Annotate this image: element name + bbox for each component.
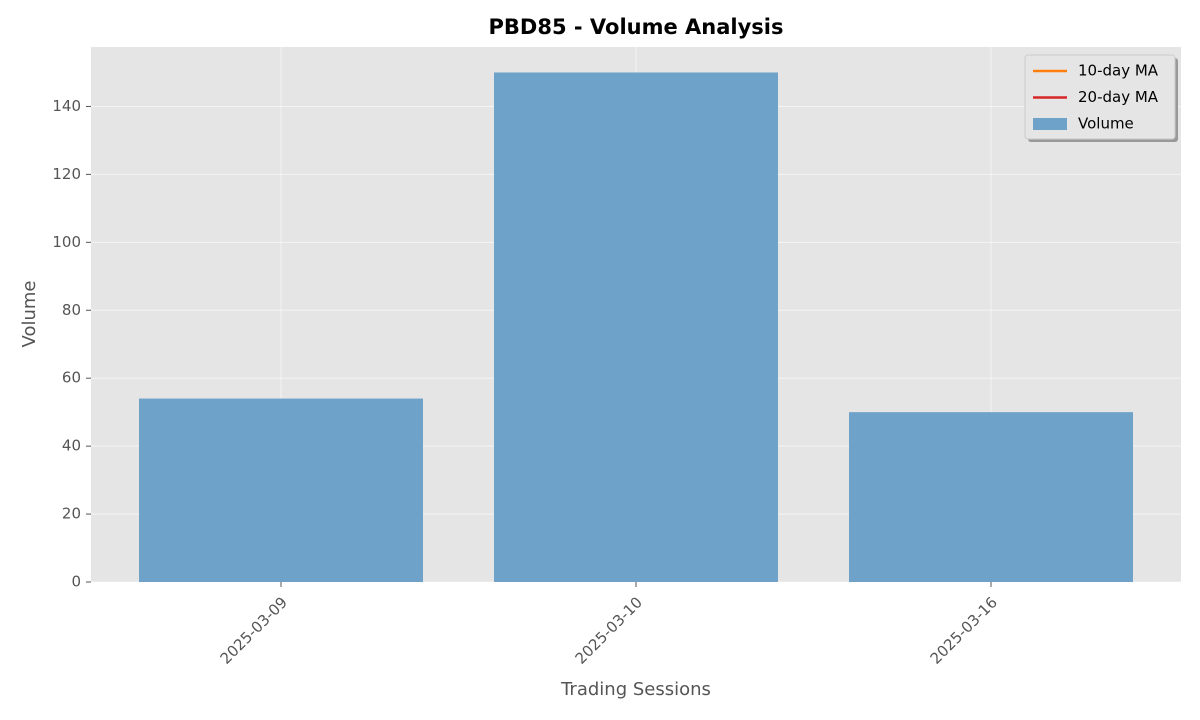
bar [139,398,423,582]
legend-label: 10-day MA [1078,62,1159,80]
y-tick-label: 20 [62,505,81,523]
y-axis-label: Volume [19,281,40,348]
legend-label: 20-day MA [1078,88,1159,106]
y-tick-label: 80 [62,301,81,319]
legend: 10-day MA 20-day MA Volume [1024,54,1178,142]
x-axis-label: Trading Sessions [560,679,711,700]
y-tick-label: 40 [62,437,81,455]
y-tick-label: 140 [52,97,81,115]
y-tick-label: 120 [52,165,81,183]
x-tick-label: 2025-03-09 [217,593,291,667]
legend-label: Volume [1078,115,1134,133]
y-tick-label: 0 [71,573,81,591]
bar [494,72,778,582]
y-tick-label: 100 [52,233,81,251]
bar [849,412,1133,582]
x-tick-label: 2025-03-16 [927,593,1001,667]
y-tick-label: 60 [62,369,81,387]
legend-swatch [1033,118,1067,130]
chart-title: PBD85 - Volume Analysis [489,15,784,39]
x-tick-label: 2025-03-10 [572,593,646,667]
